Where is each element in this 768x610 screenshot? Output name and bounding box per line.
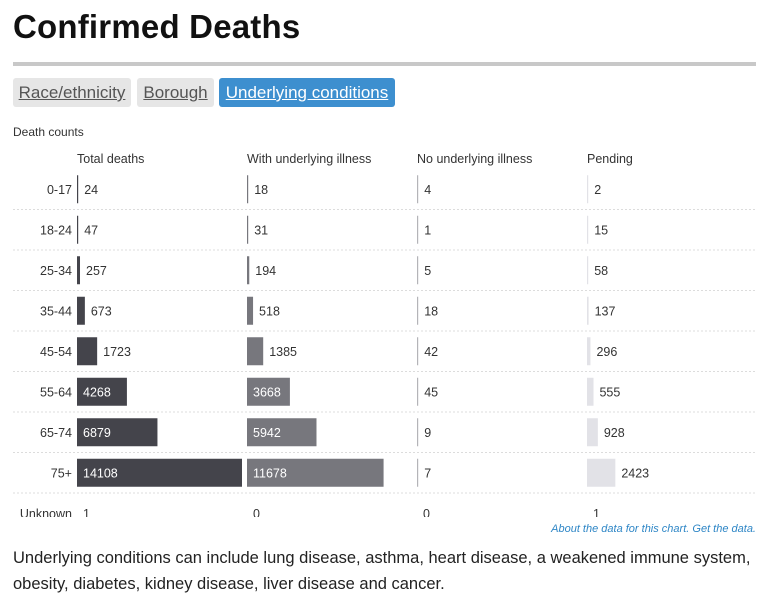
bar — [247, 418, 317, 447]
bar — [417, 377, 419, 406]
value-label: 1 — [424, 223, 431, 237]
value-label: 0 — [423, 507, 430, 517]
bar — [77, 337, 98, 366]
column-header: No underlying illness — [417, 152, 532, 166]
row-label: 45-54 — [40, 345, 72, 359]
bar — [77, 296, 85, 325]
value-label: 5 — [424, 264, 431, 278]
value-label: 1 — [83, 507, 90, 517]
bar — [417, 256, 419, 285]
value-label: 58 — [594, 264, 608, 278]
row-label: 35-44 — [40, 304, 72, 318]
value-label: 18 — [424, 304, 438, 318]
value-label: 0 — [253, 507, 260, 517]
bar — [247, 296, 254, 325]
value-label: 257 — [86, 264, 107, 278]
bar — [587, 337, 591, 366]
bar — [417, 337, 419, 366]
column-header: Pending — [587, 152, 633, 166]
row-label: 18-24 — [40, 223, 72, 237]
bar — [587, 377, 594, 406]
bar — [77, 256, 81, 285]
get-data-link[interactable]: Get the data. — [692, 523, 756, 535]
value-label: 18 — [254, 183, 268, 197]
value-label: 296 — [596, 345, 617, 359]
about-data-links: About the data for this chart. Get the d… — [551, 523, 756, 535]
bar — [417, 418, 419, 447]
column-header: With underlying illness — [247, 152, 371, 166]
bar — [417, 296, 419, 325]
title-divider — [13, 62, 756, 66]
about-data-link[interactable]: About the data for this chart. — [551, 523, 690, 535]
value-label: 137 — [595, 304, 616, 318]
bar — [77, 175, 79, 204]
value-label: 7 — [424, 466, 431, 480]
value-label: 45 — [424, 385, 438, 399]
row-label: 25-34 — [40, 264, 72, 278]
value-label: 673 — [91, 304, 112, 318]
row-label: 75+ — [51, 466, 72, 480]
chart-section-label: Death counts — [13, 125, 84, 139]
bar — [77, 458, 242, 487]
value-label: 15 — [594, 223, 608, 237]
bar — [587, 418, 598, 447]
bar — [247, 377, 290, 406]
value-label: 1385 — [269, 345, 297, 359]
value-label: 555 — [599, 385, 620, 399]
value-label: 9 — [424, 426, 431, 440]
bar — [77, 215, 79, 244]
value-label: 3668 — [253, 385, 281, 399]
bar — [247, 337, 264, 366]
row-label: 55-64 — [40, 385, 72, 399]
value-label: 24 — [84, 183, 98, 197]
bar — [247, 256, 250, 285]
value-label: 6879 — [83, 426, 111, 440]
bar — [77, 418, 158, 447]
value-label: 2423 — [621, 466, 649, 480]
bar — [247, 175, 249, 204]
value-label: 518 — [259, 304, 280, 318]
value-label: 194 — [255, 264, 276, 278]
value-label: 928 — [604, 426, 625, 440]
value-label: 1723 — [103, 345, 131, 359]
bar — [417, 175, 419, 204]
tab-race-ethnicity[interactable]: Race/ethnicity — [13, 78, 131, 107]
value-label: 1 — [593, 507, 600, 517]
value-label: 2 — [594, 183, 601, 197]
row-label: Unknown — [20, 507, 72, 517]
death-counts-chart: Total deaths With underlying illness No un… — [13, 152, 756, 517]
tab-borough[interactable]: Borough — [137, 78, 214, 107]
row-label: 0-17 — [47, 183, 72, 197]
value-label: 4268 — [83, 385, 111, 399]
bar — [587, 256, 589, 285]
value-label: 14108 — [83, 466, 118, 480]
value-label: 4 — [424, 183, 431, 197]
bar — [587, 175, 589, 204]
column-header: Total deaths — [77, 152, 144, 166]
value-label: 11678 — [253, 466, 287, 480]
bar — [587, 458, 616, 487]
bar — [587, 296, 589, 325]
bar — [417, 458, 419, 487]
bar — [587, 215, 589, 244]
bar — [417, 215, 419, 244]
value-label: 31 — [254, 223, 268, 237]
value-label: 47 — [84, 223, 98, 237]
value-label: 42 — [424, 345, 438, 359]
tab-underlying-conditions[interactable]: Underlying conditions — [219, 78, 395, 107]
row-label: 65-74 — [40, 426, 72, 440]
bar — [247, 458, 384, 487]
value-label: 5942 — [253, 426, 281, 440]
page-title: Confirmed Deaths — [13, 8, 301, 45]
bar — [247, 215, 249, 244]
footnote-text: Underlying conditions can include lung d… — [13, 549, 751, 593]
bar — [77, 377, 127, 406]
